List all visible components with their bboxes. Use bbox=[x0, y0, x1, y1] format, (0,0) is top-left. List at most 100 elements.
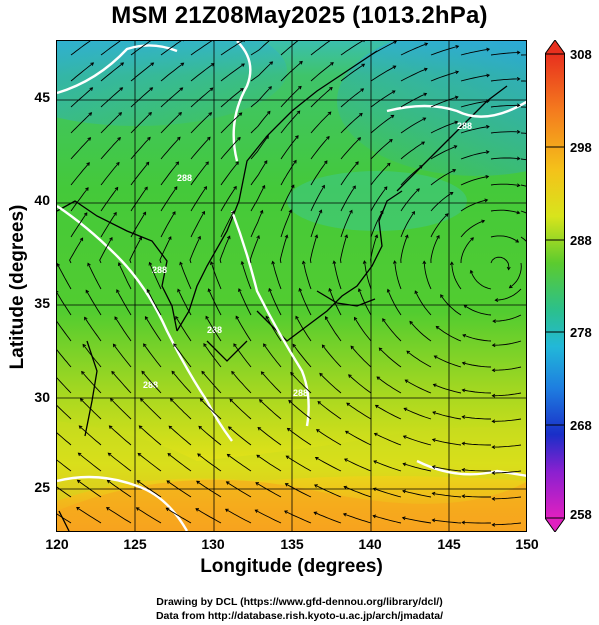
streamline bbox=[160, 136, 181, 160]
streamline bbox=[70, 112, 92, 134]
streamline-arrowhead bbox=[168, 425, 173, 430]
streamline bbox=[460, 175, 489, 186]
streamline bbox=[219, 236, 231, 264]
streamline bbox=[84, 317, 102, 342]
streamline bbox=[400, 141, 425, 160]
streamline bbox=[400, 165, 423, 186]
streamline-arrowhead bbox=[314, 234, 319, 239]
streamline-arrowhead bbox=[372, 514, 377, 519]
streamline bbox=[292, 344, 312, 368]
streamline bbox=[490, 51, 520, 56]
streamline bbox=[170, 398, 192, 420]
streamline bbox=[492, 418, 522, 422]
streamline bbox=[238, 288, 252, 316]
streamline bbox=[57, 349, 72, 368]
streamline bbox=[110, 398, 132, 420]
streamline bbox=[136, 507, 162, 524]
streamline bbox=[255, 482, 282, 498]
streamline bbox=[250, 41, 270, 56]
streamline bbox=[493, 314, 522, 322]
streamline bbox=[409, 321, 432, 342]
streamline bbox=[350, 345, 372, 368]
streamline-arrowhead bbox=[455, 44, 460, 49]
streamline-arrowhead bbox=[241, 63, 245, 67]
streamline-arrowhead bbox=[436, 234, 440, 239]
streamline bbox=[225, 508, 252, 524]
warm-region-south bbox=[57, 479, 526, 531]
streamline bbox=[111, 371, 132, 394]
streamline bbox=[340, 137, 361, 160]
streamline bbox=[462, 389, 492, 394]
streamline-arrowhead bbox=[516, 103, 521, 108]
streamline-arrowhead bbox=[89, 87, 94, 91]
streamline-arrowhead bbox=[148, 111, 152, 116]
streamline-arrowhead bbox=[461, 494, 466, 499]
streamline-arrowhead bbox=[233, 185, 237, 190]
streamline bbox=[460, 237, 474, 264]
streamline bbox=[370, 234, 378, 264]
streamline bbox=[462, 469, 491, 472]
streamline-arrowhead bbox=[107, 452, 112, 457]
streamline bbox=[490, 131, 520, 134]
streamline-arrowhead bbox=[328, 287, 332, 292]
streamline-arrowhead bbox=[77, 452, 82, 457]
streamline-arrowhead bbox=[313, 511, 318, 516]
streamline-arrowhead bbox=[354, 316, 358, 321]
streamline-arrowhead bbox=[373, 460, 377, 464]
streamline-arrowhead bbox=[431, 491, 436, 496]
streamline-arrowhead bbox=[177, 288, 181, 293]
streamline bbox=[220, 186, 237, 212]
streamline-arrowhead bbox=[173, 343, 177, 347]
streamline bbox=[250, 61, 273, 82]
streamline-arrowhead bbox=[109, 236, 113, 241]
colorbar-tick: 298 bbox=[570, 140, 592, 155]
streamline-arrowhead bbox=[171, 370, 176, 375]
streamline bbox=[160, 161, 179, 186]
streamline-arrowhead bbox=[290, 371, 294, 376]
streamline-arrowhead bbox=[84, 316, 88, 321]
streamline bbox=[130, 87, 153, 108]
streamline bbox=[129, 236, 142, 264]
streamline bbox=[130, 62, 154, 82]
streamline-arrowhead bbox=[226, 235, 231, 240]
streamline bbox=[100, 187, 119, 212]
streamline-arrowhead bbox=[90, 62, 95, 66]
streamline-arrowhead bbox=[226, 453, 231, 458]
streamline-arrowhead bbox=[167, 453, 172, 457]
streamline-arrowhead bbox=[207, 288, 212, 293]
streamline-arrowhead bbox=[414, 290, 419, 295]
streamline-arrowhead bbox=[288, 209, 293, 214]
streamline-arrowhead bbox=[431, 465, 436, 469]
streamline bbox=[255, 509, 282, 524]
streamline bbox=[70, 187, 89, 212]
streamline bbox=[432, 439, 462, 446]
streamline bbox=[70, 62, 94, 82]
streamline-arrowhead bbox=[404, 379, 409, 384]
streamline bbox=[490, 235, 519, 243]
streamline-arrowhead bbox=[454, 95, 459, 100]
cold-region-northeast bbox=[337, 41, 526, 176]
streamline bbox=[159, 236, 172, 264]
streamline bbox=[370, 186, 388, 212]
streamline bbox=[220, 137, 241, 160]
streamline bbox=[309, 234, 318, 264]
streamline-arrowhead bbox=[440, 294, 444, 298]
streamline bbox=[340, 88, 364, 108]
streamline-arrowhead bbox=[319, 372, 323, 377]
streamline-arrowhead bbox=[462, 333, 467, 338]
lon-tick: 120 bbox=[45, 536, 69, 552]
streamline-arrowhead bbox=[344, 234, 349, 239]
streamline-arrowhead bbox=[268, 86, 272, 90]
streamline bbox=[203, 343, 222, 368]
streamline bbox=[430, 121, 458, 134]
streamline bbox=[462, 521, 491, 524]
streamline bbox=[130, 162, 150, 186]
streamline-arrowhead bbox=[516, 183, 521, 188]
streamline-arrowhead bbox=[257, 426, 262, 431]
streamline bbox=[520, 158, 526, 161]
streamline-arrowhead bbox=[235, 315, 240, 320]
streamline bbox=[76, 507, 102, 524]
streamline bbox=[256, 454, 282, 472]
streamline-arrowhead bbox=[486, 73, 491, 78]
streamline-arrowhead bbox=[317, 401, 322, 405]
